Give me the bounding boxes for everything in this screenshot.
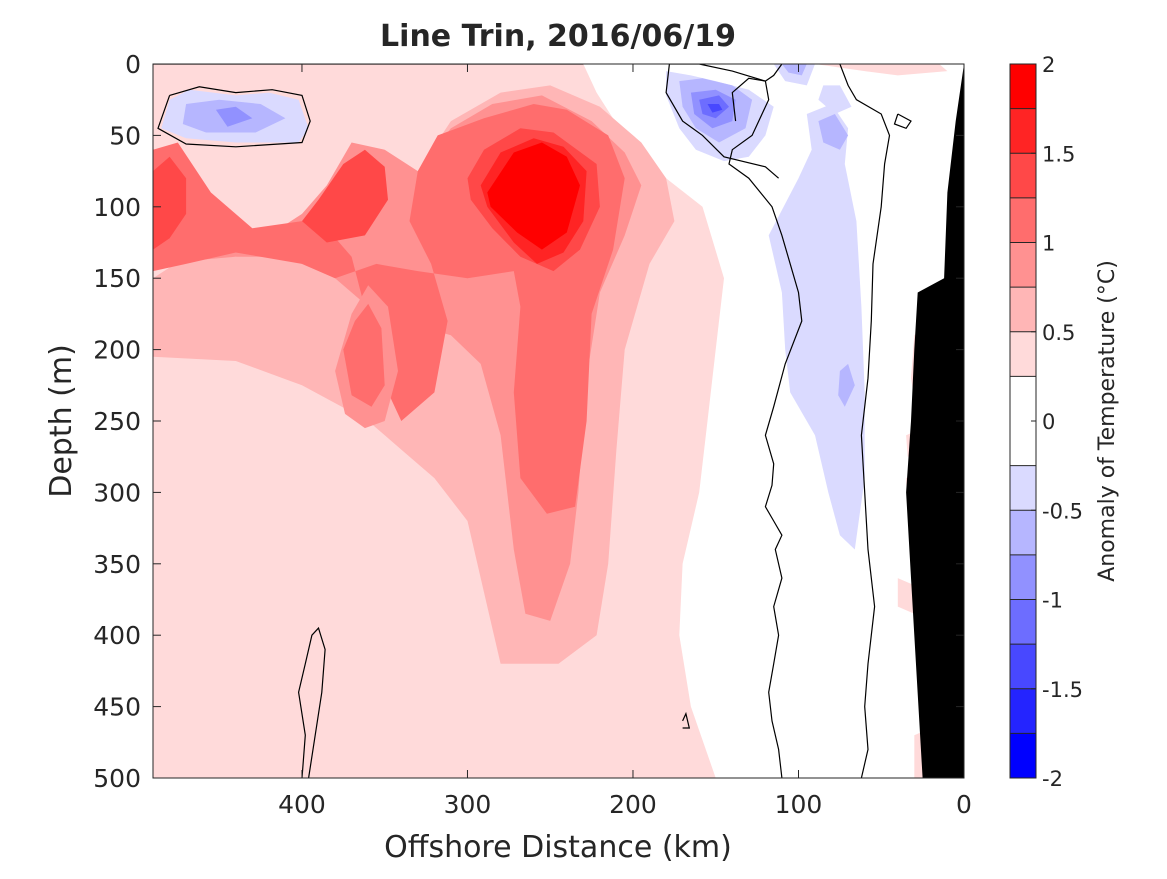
- anomaly-region-20: [707, 104, 723, 113]
- colorbar-tick-label: 1.5: [1042, 142, 1075, 166]
- colorbar-tick-label: 0.5: [1042, 321, 1075, 345]
- colorbar-swatch: [1010, 599, 1036, 645]
- anomaly-region-12: [815, 64, 948, 76]
- colorbar-swatch: [1010, 465, 1036, 511]
- colorbar-swatch: [1010, 64, 1036, 109]
- anomaly-region-24: [768, 104, 865, 550]
- colorbar-swatch: [1010, 287, 1036, 332]
- anomaly-region-5: [302, 149, 388, 243]
- colorbar-swatch: [1010, 554, 1036, 600]
- zero-contour-line: [682, 711, 691, 729]
- colorbar-swatch: [1010, 242, 1036, 288]
- colorbar-swatch: [1010, 153, 1036, 198]
- bathymetry-shape: [906, 64, 964, 778]
- x-tick-label: 100: [775, 790, 823, 819]
- y-tick-label: 300: [93, 478, 141, 507]
- anomaly-region-9: [497, 149, 572, 233]
- x-axis-label: Offshore Distance (km): [384, 830, 732, 865]
- zero-contour-line: [297, 626, 326, 778]
- colorbar-swatch: [1010, 733, 1036, 778]
- y-axis-ticks: 0 50 100 150 200 250 300 350 400 450 500: [93, 50, 964, 793]
- anomaly-region-22: [781, 64, 807, 76]
- x-tick-label: 400: [278, 790, 326, 819]
- zero-contour-line: [839, 64, 891, 778]
- colorbar-tick-label: -2: [1042, 767, 1063, 791]
- y-tick-label: 0: [125, 50, 141, 79]
- anomaly-region-11: [343, 303, 385, 407]
- colorbar: 2 1.5 1 0.5 0 -0.5 -1 -1.5 -2: [1009, 53, 1083, 791]
- colorbar-swatch: [1010, 108, 1036, 154]
- zero-contour-line: [665, 64, 779, 179]
- x-tick-label: 0: [956, 790, 972, 819]
- y-tick-label: 400: [93, 621, 141, 650]
- anomaly-region-4: [153, 156, 187, 250]
- zero-contour-line: [669, 64, 803, 778]
- y-tick-label: 450: [93, 693, 141, 722]
- y-tick-label: 50: [109, 121, 141, 150]
- anomaly-region-25: [818, 114, 849, 150]
- colorbar-swatch: [1010, 644, 1036, 689]
- y-tick-label: 250: [93, 407, 141, 436]
- y-tick-label: 200: [93, 336, 141, 365]
- anomaly-region-26: [838, 363, 855, 407]
- y-tick-label: 500: [93, 764, 141, 793]
- colorbar-swatch: [1010, 197, 1036, 243]
- colorbar-tick-label: -1: [1042, 589, 1063, 613]
- zero-contour-line: [731, 64, 783, 122]
- colorbar-label: Anomaly of Temperature (°C): [1095, 260, 1120, 582]
- colorbar-swatch: [1010, 331, 1036, 377]
- y-tick-label: 100: [93, 193, 141, 222]
- anomaly-region-30: [897, 578, 915, 614]
- anomaly-region-15: [215, 106, 253, 127]
- x-tick-label: 200: [609, 790, 657, 819]
- zero-contour-line: [157, 86, 311, 148]
- y-axis-label: Depth (m): [44, 344, 79, 498]
- y-tick-label: 150: [93, 264, 141, 293]
- colorbar-tick-label: 0: [1042, 410, 1055, 434]
- colorbar-tick-label: -0.5: [1042, 499, 1083, 523]
- zero-contour-line: [893, 113, 912, 130]
- colorbar-swatch: [1010, 510, 1036, 555]
- anomaly-region-21: [773, 64, 815, 86]
- colorbar-tick-label: 2: [1042, 53, 1055, 77]
- colorbar-swatch: [1010, 688, 1036, 734]
- chart-title: Line Trin, 2016/06/19: [380, 19, 736, 54]
- colorbar-tick-label: 1: [1042, 232, 1055, 256]
- x-tick-label: 300: [444, 790, 492, 819]
- colorbar-tick-label: -1.5: [1042, 678, 1083, 702]
- y-tick-label: 350: [93, 550, 141, 579]
- plot-area: [153, 64, 964, 778]
- x-axis-ticks: 400 300 200 100 0: [278, 64, 972, 819]
